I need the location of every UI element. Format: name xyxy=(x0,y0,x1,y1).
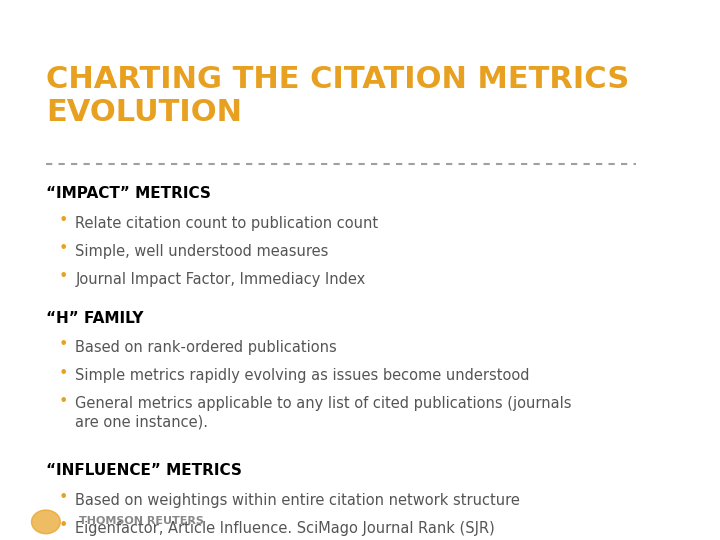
Text: Eigenfactor, Article Influence. SciMago Journal Rank (SJR): Eigenfactor, Article Influence. SciMago … xyxy=(76,521,495,536)
Text: CHARTING THE CITATION METRICS
EVOLUTION: CHARTING THE CITATION METRICS EVOLUTION xyxy=(46,65,629,127)
Text: Simple, well understood measures: Simple, well understood measures xyxy=(76,244,329,259)
Text: Relate citation count to publication count: Relate citation count to publication cou… xyxy=(76,215,379,231)
Text: Simple metrics rapidly evolving as issues become understood: Simple metrics rapidly evolving as issue… xyxy=(76,368,530,383)
Text: THOMSON REUTERS: THOMSON REUTERS xyxy=(78,516,204,525)
Text: •: • xyxy=(59,269,68,284)
Text: Journal Impact Factor, Immediacy Index: Journal Impact Factor, Immediacy Index xyxy=(76,272,366,287)
Text: “H” FAMILY: “H” FAMILY xyxy=(46,310,143,326)
Circle shape xyxy=(32,510,60,534)
Text: General metrics applicable to any list of cited publications (journals
are one i: General metrics applicable to any list o… xyxy=(76,396,572,430)
Text: •: • xyxy=(59,518,68,533)
Text: Based on weightings within entire citation network structure: Based on weightings within entire citati… xyxy=(76,493,521,508)
Text: •: • xyxy=(59,490,68,505)
Text: “IMPACT” METRICS: “IMPACT” METRICS xyxy=(46,186,211,201)
Text: Based on rank-ordered publications: Based on rank-ordered publications xyxy=(76,340,337,355)
Text: •: • xyxy=(59,241,68,256)
Text: “INFLUENCE” METRICS: “INFLUENCE” METRICS xyxy=(46,463,242,478)
Text: •: • xyxy=(59,213,68,228)
Text: •: • xyxy=(59,338,68,353)
Text: •: • xyxy=(59,394,68,409)
Text: •: • xyxy=(59,366,68,381)
